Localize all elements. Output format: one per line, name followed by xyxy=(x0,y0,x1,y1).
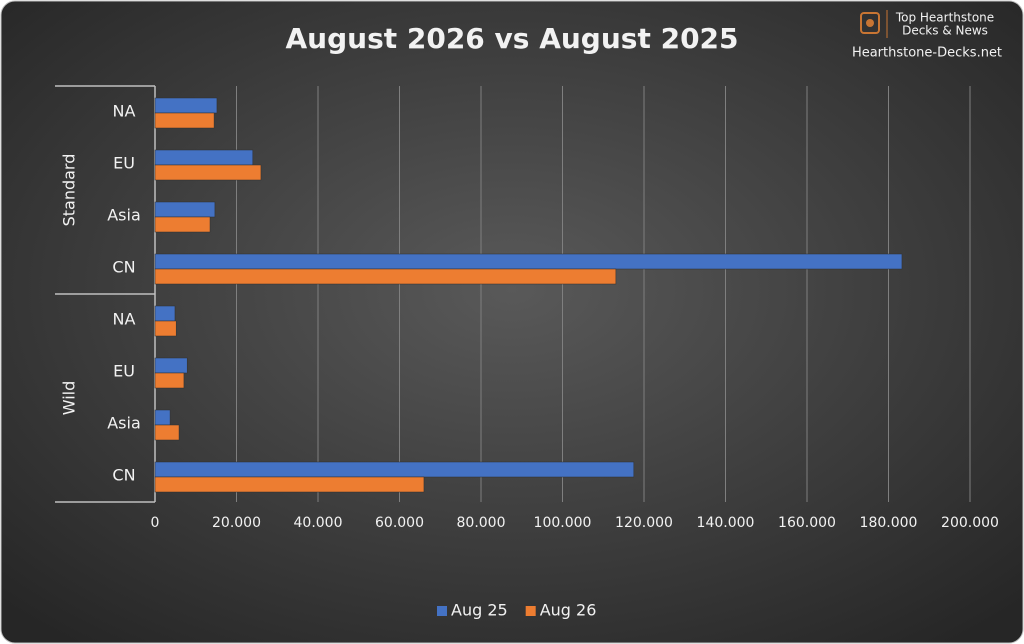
bar xyxy=(154,164,262,181)
x-tick-label: 200.000 xyxy=(941,515,999,531)
group-label: Wild xyxy=(60,381,79,416)
bar xyxy=(154,409,171,426)
group-label: Standard xyxy=(60,154,79,227)
bar xyxy=(154,357,188,374)
x-tick-label: 120.000 xyxy=(615,515,673,531)
bar xyxy=(154,372,185,389)
bar xyxy=(154,424,180,441)
bar xyxy=(154,112,215,129)
y-tick-label: EU xyxy=(113,362,135,381)
x-tick-label: 100.000 xyxy=(534,515,592,531)
bar xyxy=(154,305,176,322)
y-tick-label: CN xyxy=(112,258,135,277)
x-tick-label: 60.000 xyxy=(375,515,424,531)
bar xyxy=(154,476,425,493)
x-tick-label: 40.000 xyxy=(294,515,343,531)
x-tick-label: 80.000 xyxy=(457,515,506,531)
logo-dot xyxy=(866,19,874,27)
y-tick-label: NA xyxy=(113,310,136,329)
y-tick-label: NA xyxy=(113,102,136,121)
bar xyxy=(154,320,177,337)
bar xyxy=(154,253,903,270)
bar xyxy=(154,461,635,478)
y-tick-label: EU xyxy=(113,154,135,173)
bar xyxy=(154,201,216,218)
bar xyxy=(154,268,617,285)
chart-title: August 2026 vs August 2025 xyxy=(285,22,738,55)
x-tick-label: 20.000 xyxy=(212,515,261,531)
bar xyxy=(154,216,211,233)
legend-swatch xyxy=(525,606,536,616)
bar xyxy=(154,149,254,166)
watermark-site: Hearthstone-Decks.net xyxy=(852,46,1002,61)
watermark-line: Top Hearthstone xyxy=(895,11,994,25)
x-tick-label: 180.000 xyxy=(860,515,918,531)
watermark: Top Hearthstone Decks & News Hearthstone… xyxy=(852,10,1002,61)
legend-label: Aug 26 xyxy=(540,601,597,620)
legend-label: Aug 25 xyxy=(451,601,508,620)
x-tick-label: 160.000 xyxy=(778,515,836,531)
x-tick-label: 140.000 xyxy=(697,515,755,531)
y-tick-label: CN xyxy=(112,466,135,485)
y-tick-label: Asia xyxy=(107,206,141,225)
x-tick-label: 0 xyxy=(151,515,160,531)
y-tick-label: Asia xyxy=(107,414,141,433)
watermark-line: Decks & News xyxy=(902,24,988,38)
logo xyxy=(860,12,880,34)
bar xyxy=(154,97,218,114)
legend-swatch xyxy=(437,606,447,616)
